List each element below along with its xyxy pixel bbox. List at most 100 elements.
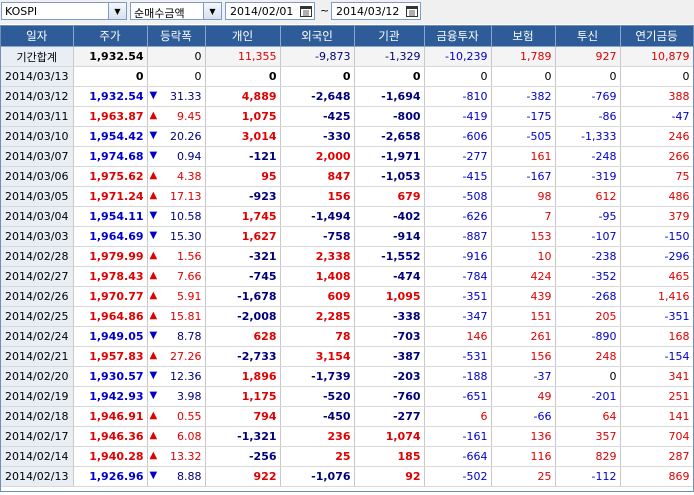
price-cell: 1,974.68 xyxy=(73,146,148,167)
financial-investment-cell: -916 xyxy=(424,246,492,267)
pension-cell: 287 xyxy=(620,446,693,467)
triangle-up-icon: ▲ xyxy=(149,110,158,121)
table-row[interactable]: 2014/03/07 1,974.68 ▼ 0.94 -121 2,000 -1,971 -2… xyxy=(1,146,693,167)
change-value: 10.58 xyxy=(170,210,202,223)
column-header[interactable]: 기관 xyxy=(354,26,425,47)
table-row[interactable]: 2014/03/06 1,975.62 ▲ 4.38 95 847 -1,053 -415 -1… xyxy=(1,166,693,187)
insurance-cell: -505 xyxy=(491,126,556,147)
individual-cell: -923 xyxy=(205,186,281,207)
price-cell: 1,975.62 xyxy=(73,166,148,187)
end-date-input[interactable]: 2014/03/12 xyxy=(331,2,421,20)
change-cell: ▲ 17.13 xyxy=(147,186,206,207)
table-row[interactable]: 2014/03/03 1,964.69 ▼ 15.30 1,627 -758 -914 -88… xyxy=(1,226,693,247)
triangle-up-icon: ▲ xyxy=(149,170,158,181)
table-row[interactable]: 2014/02/19 1,942.93 ▼ 3.98 1,175 -520 -760 -651… xyxy=(1,386,693,407)
trust-cell: 829 xyxy=(555,446,621,467)
column-header[interactable]: 외국인 xyxy=(280,26,355,47)
change-cell: ▼ 20.26 xyxy=(147,126,206,147)
table-row[interactable]: 2014/02/14 1,940.28 ▲ 13.32 -256 25 185 -664 116… xyxy=(1,446,693,467)
change-value: 27.26 xyxy=(170,350,202,363)
column-header[interactable]: 금융투자 xyxy=(424,26,492,47)
triangle-down-icon: ▼ xyxy=(149,470,158,481)
individual-cell: 95 xyxy=(205,166,281,187)
pension-cell: 141 xyxy=(620,406,693,427)
institution-cell: -387 xyxy=(354,346,425,367)
table-row[interactable]: 2014/02/27 1,978.43 ▲ 7.66 -745 1,408 -474 -784… xyxy=(1,266,693,287)
total-change: 0 xyxy=(147,46,206,67)
date-cell: 2014/02/20 xyxy=(1,366,74,387)
total-label: 기간합계 xyxy=(1,46,74,67)
change-value: 0.55 xyxy=(177,410,202,423)
insurance-cell: 49 xyxy=(491,386,556,407)
financial-investment-cell: -531 xyxy=(424,346,492,367)
table-row[interactable]: 2014/02/20 1,930.57 ▼ 12.36 1,896 -1,739 -203-… xyxy=(1,366,693,387)
date-cell: 2014/03/10 xyxy=(1,126,74,147)
table-row[interactable]: 2014/03/04 1,954.11 ▼ 10.58 1,745 -1,494 -402-… xyxy=(1,206,693,227)
change-cell: ▲ 9.45 xyxy=(147,106,206,127)
foreign-cell: 2,338 xyxy=(280,246,355,267)
table-row[interactable]: 2014/03/13 0 0 0 0 0 0 0 0 0 xyxy=(1,66,693,87)
price-cell: 1,954.42 xyxy=(73,126,148,147)
table-row[interactable]: 2014/03/11 1,963.87 ▲ 9.45 1,075 -425 -800 -419… xyxy=(1,106,693,127)
trust-cell: -319 xyxy=(555,166,621,187)
chevron-down-icon[interactable]: ▼ xyxy=(203,3,221,19)
change-cell: ▼ 15.30 xyxy=(147,226,206,247)
column-header[interactable]: 일자 xyxy=(1,26,74,47)
trust-cell: -268 xyxy=(555,286,621,307)
column-header[interactable]: 주가 xyxy=(73,26,148,47)
trust-cell: 0 xyxy=(555,66,621,87)
insurance-cell: 7 xyxy=(491,206,556,227)
foreign-cell: -425 xyxy=(280,106,355,127)
change-value: 3.98 xyxy=(177,390,202,403)
individual-cell: -321 xyxy=(205,246,281,267)
table-row[interactable]: 2014/02/24 1,949.05 ▼ 8.78 628 78 -703 146 261 -8… xyxy=(1,326,693,347)
change-cell: ▼ 8.88 xyxy=(147,466,206,487)
trust-cell: -352 xyxy=(555,266,621,287)
triangle-up-icon: ▲ xyxy=(149,190,158,201)
column-header[interactable]: 개인 xyxy=(205,26,281,47)
pension-cell: 168 xyxy=(620,326,693,347)
change-value: 7.66 xyxy=(177,270,202,283)
institution-cell: -203 xyxy=(354,366,425,387)
financial-investment-cell: 6 xyxy=(424,406,492,427)
change-cell: ▲ 7.66 xyxy=(147,266,206,287)
foreign-cell: 25 xyxy=(280,446,355,467)
table-row[interactable]: 2014/03/05 1,971.24 ▲ 17.13 -923 156 679 -508 98… xyxy=(1,186,693,207)
start-date-input[interactable]: 2014/02/01 xyxy=(225,2,315,20)
table-row[interactable]: 2014/02/21 1,957.83 ▲ 27.26 -2,733 3,154 -387-… xyxy=(1,346,693,367)
chevron-down-icon[interactable]: ▼ xyxy=(108,3,126,19)
table-row[interactable]: 2014/02/13 1,926.96 ▼ 8.88 922 -1,076 92 -502 25… xyxy=(1,466,693,487)
column-header[interactable]: 투신 xyxy=(555,26,621,47)
table-row[interactable]: 2014/02/17 1,946.36 ▲ 6.08 -1,321 236 1,074 -16… xyxy=(1,426,693,447)
change-value: 8.78 xyxy=(177,330,202,343)
column-header[interactable]: 연기금등 xyxy=(620,26,693,47)
calendar-icon[interactable] xyxy=(299,4,313,18)
insurance-cell: 151 xyxy=(491,306,556,327)
investor-trading-grid: 일자 주가 등락폭 개인 외국인 기관 금융투자 보험 투신 연기금등 기간합계… xyxy=(0,25,694,492)
price-cell: 1,946.91 xyxy=(73,406,148,427)
metric-select[interactable]: 순매수금액 ▼ xyxy=(130,2,222,20)
change-cell: ▲ 5.91 xyxy=(147,286,206,307)
table-row[interactable]: 2014/03/12 1,932.54 ▼ 31.33 4,889 -2,648 -1,69… xyxy=(1,86,693,107)
change-cell: ▲ 1.56 xyxy=(147,246,206,267)
change-value: 0.94 xyxy=(177,150,202,163)
calendar-icon[interactable] xyxy=(405,4,419,18)
individual-cell: 3,014 xyxy=(205,126,281,147)
total-row[interactable]: 기간합계 1,932.54 0 11,355 -9,873 -1,329 -10… xyxy=(1,46,693,67)
table-row[interactable]: 2014/02/28 1,979.99 ▲ 1.56 -321 2,338 -1,552 -9… xyxy=(1,246,693,267)
column-header[interactable]: 보험 xyxy=(491,26,556,47)
individual-cell: 1,175 xyxy=(205,386,281,407)
foreign-cell: 1,408 xyxy=(280,266,355,287)
institution-cell: 92 xyxy=(354,466,425,487)
table-row[interactable]: 2014/02/18 1,946.91 ▲ 0.55 794 -450 -277 6 -66 64… xyxy=(1,406,693,427)
change-value: 5.91 xyxy=(177,290,202,303)
index-select[interactable]: KOSPI ▼ xyxy=(1,2,127,20)
table-row[interactable]: 2014/03/10 1,954.42 ▼ 20.26 3,014 -330 -2,658-… xyxy=(1,126,693,147)
triangle-down-icon: ▼ xyxy=(149,330,158,341)
price-cell: 1,932.54 xyxy=(73,86,148,107)
column-header[interactable]: 등락폭 xyxy=(147,26,206,47)
insurance-cell: 116 xyxy=(491,446,556,467)
insurance-cell: 161 xyxy=(491,146,556,167)
table-row[interactable]: 2014/02/26 1,970.77 ▲ 5.91 -1,678 609 1,095 -35… xyxy=(1,286,693,307)
table-row[interactable]: 2014/02/25 1,964.86 ▲ 15.81 -2,008 2,285 -338-… xyxy=(1,306,693,327)
